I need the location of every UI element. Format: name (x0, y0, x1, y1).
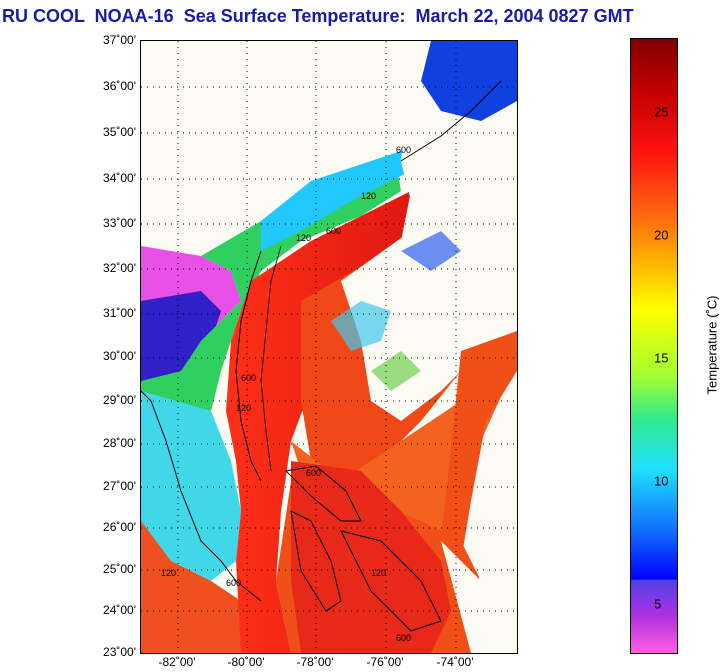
colorbar-tick: 20 (654, 227, 669, 243)
lat-tick-label: 27˚00' (103, 479, 136, 493)
lat-tick-label: 25˚00' (103, 562, 136, 576)
isobath-label: 600 (396, 145, 411, 155)
lat-tick-label: 24˚00' (103, 603, 136, 617)
lat-tick-label: 28˚00' (103, 436, 136, 450)
isobath-label: 120 (161, 568, 176, 578)
isobath-label: 600 (306, 468, 321, 478)
map-title: RU COOL NOAA-16 Sea Surface Temperature:… (2, 6, 634, 26)
lat-tick-label: 35˚00' (103, 125, 136, 139)
isobath-label: 120 (236, 403, 251, 413)
lat-tick-label: 36˚00' (103, 79, 136, 93)
isobath-label: 600 (396, 633, 411, 643)
lon-tick-label: -78˚00' (296, 655, 334, 669)
colorbar-tick: 15 (654, 350, 669, 366)
lon-tick-label: -74˚00' (436, 655, 474, 669)
lon-tick-label: -80˚00' (227, 655, 265, 669)
lat-tick-label: 32˚00' (103, 261, 136, 275)
lat-tick-label: 37˚00' (103, 33, 136, 47)
colorbar-tick: 5 (654, 596, 662, 612)
sst-map: 600 120 600 120 600 120 600 120 600 120 … (140, 40, 518, 654)
lon-tick-label: -76˚00' (366, 655, 404, 669)
colorbar-tick: 10 (654, 473, 669, 489)
isobath-label: 120 (361, 191, 376, 201)
isobath-label: 600 (226, 578, 241, 588)
isobath-label: 600 (326, 226, 341, 236)
isobath-label: 600 (241, 373, 256, 383)
colorbar-label: Temperature (˚C) (704, 295, 720, 395)
colorbar-tick: 25 (654, 104, 669, 120)
lat-tick-label: 30˚00' (103, 349, 136, 363)
lat-tick-label: 31˚00' (103, 306, 136, 320)
lat-tick-label: 34˚00' (103, 171, 136, 185)
lat-tick-label: 29˚00' (103, 393, 136, 407)
isobath-label: 120 (371, 568, 386, 578)
sst-image: 600 120 600 120 600 120 600 120 600 120 … (141, 41, 517, 653)
temperature-colorbar (630, 38, 678, 654)
lat-tick-label: 33˚00' (103, 216, 136, 230)
isobath-label: 120 (296, 233, 311, 243)
lat-tick-label: 23˚00' (103, 645, 136, 659)
lon-tick-label: -82˚00' (158, 655, 196, 669)
lat-tick-label: 26˚00' (103, 520, 136, 534)
